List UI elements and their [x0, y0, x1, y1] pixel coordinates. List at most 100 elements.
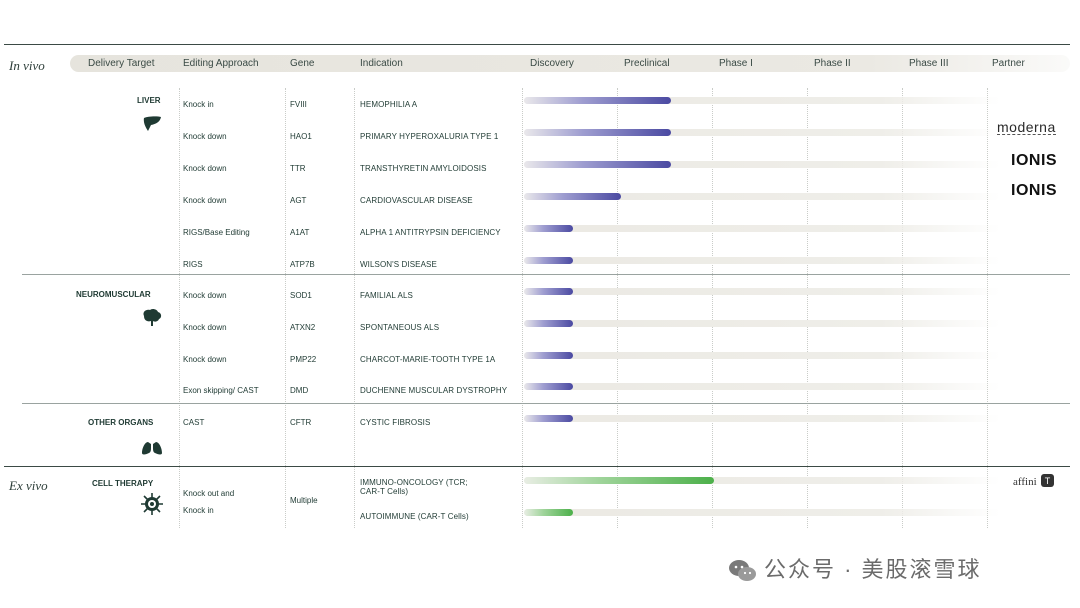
partner-logo-moderna: moderna [997, 119, 1056, 135]
row-gene: SOD1 [290, 291, 312, 300]
row-gene: CFTR [290, 418, 312, 427]
row-indication: DUCHENNE MUSCULAR DYSTROPHY [360, 386, 508, 395]
row-indication: HEMOPHILIA A [360, 100, 418, 109]
row-gene: DMD [290, 386, 309, 395]
header-stage-discovery: Discovery [530, 58, 574, 69]
row-indication: ALPHA 1 ANTITRYPSIN DEFICIENCY [360, 228, 501, 237]
divider-phase2 [807, 88, 808, 528]
header-delivery-target: Delivery Target [88, 58, 155, 69]
row-progress-bar [524, 97, 671, 104]
row-track [524, 257, 1000, 264]
divider-discovery [522, 88, 523, 528]
group-label-liver: LIVER [137, 96, 161, 105]
row-indication: SPONTANEOUS ALS [360, 323, 440, 332]
row-progress-bar [524, 509, 573, 516]
row-approach: Knock down [183, 323, 227, 332]
row-gene: FVIII [290, 100, 307, 109]
partner-logo-affini: affini T [1013, 472, 1055, 490]
row-indication: TRANSTHYRETIN AMYLOIDOSIS [360, 164, 487, 173]
cell-therapy-approach-line1: Knock out and [183, 489, 235, 498]
lungs-icon [141, 436, 163, 461]
row-track [524, 352, 1000, 359]
watermark-text: 公众号 · 美股滚雪球 [764, 557, 982, 582]
header-stage-phase3: Phase III [909, 58, 949, 69]
header-stage-phase1: Phase I [719, 58, 753, 69]
cell-therapy-gene: Multiple [290, 496, 318, 505]
partner-logo-affini-text: affini [1013, 476, 1037, 488]
group-label-neuromuscular: NEUROMUSCULAR [76, 290, 151, 299]
row-indication: IMMUNO-ONCOLOGY (TCR; [360, 478, 468, 487]
row-progress-bar [524, 225, 573, 232]
row-track [524, 129, 1000, 136]
liver-icon [142, 116, 162, 137]
row-approach: RIGS [183, 260, 203, 269]
row-track [524, 320, 1000, 327]
affini-t-icon: T [1041, 474, 1055, 488]
row-progress-bar [524, 477, 714, 484]
divider-partner [987, 88, 988, 528]
row-progress-bar [524, 161, 671, 168]
section-in-vivo: In vivo [9, 58, 45, 73]
cell-therapy-approach-line2: Knock in [183, 506, 214, 515]
row-indication-line2: CAR-T Cells) [360, 487, 409, 496]
divider-indication [354, 88, 355, 528]
row-track [524, 415, 1000, 422]
row-approach: Exon skipping/ CAST [183, 386, 259, 395]
row-progress-bar [524, 415, 573, 422]
row-track [524, 225, 1000, 232]
group-label-other-organs: OTHER ORGANS [88, 418, 154, 427]
row-progress-bar [524, 383, 573, 390]
header-indication: Indication [360, 58, 403, 69]
wechat-icon [729, 560, 756, 582]
row-track [524, 383, 1000, 390]
row-progress-bar [524, 129, 671, 136]
row-indication: WILSON'S DISEASE [360, 260, 437, 269]
row-gene: A1AT [290, 228, 310, 237]
row-progress-bar [524, 257, 573, 264]
row-indication: PRIMARY HYPEROXALURIA TYPE 1 [360, 132, 499, 141]
row-track [524, 161, 1000, 168]
row-approach: RIGS/Base Editing [183, 228, 250, 237]
row-indication: CARDIOVASCULAR DISEASE [360, 196, 473, 205]
divider-gene [285, 88, 286, 528]
header-stage-phase2: Phase II [814, 58, 851, 69]
divider-phase3 [902, 88, 903, 528]
row-track [524, 193, 1000, 200]
row-progress-bar [524, 193, 621, 200]
top-rule [4, 44, 1070, 45]
row-progress-bar [524, 320, 573, 327]
row-gene: HAO1 [290, 132, 312, 141]
row-track [524, 97, 1000, 104]
divider-approach [179, 88, 180, 528]
row-gene: AGT [290, 196, 307, 205]
partner-logo-ionis-agt: IONIS [1011, 182, 1058, 199]
group-rule-neuromuscular [22, 274, 1070, 275]
row-approach: Knock down [183, 355, 227, 364]
row-approach: Knock down [183, 132, 227, 141]
partner-logo-ionis-ttr: IONIS [1011, 152, 1058, 169]
divider-phase1 [712, 88, 713, 528]
row-indication: AUTOIMMUNE (CAR-T Cells) [360, 512, 469, 521]
header-partner: Partner [992, 58, 1025, 69]
row-indication: CHARCOT-MARIE-TOOTH TYPE 1A [360, 355, 496, 364]
row-progress-bar [524, 288, 573, 295]
group-rule-other-organs [22, 403, 1070, 404]
header-band [70, 55, 1070, 72]
row-indication: FAMILIAL ALS [360, 291, 413, 300]
brain-icon [141, 308, 163, 333]
header-gene: Gene [290, 58, 315, 69]
row-approach: Knock down [183, 291, 227, 300]
row-approach: Knock down [183, 196, 227, 205]
row-track [524, 477, 1000, 484]
row-gene: PMP22 [290, 355, 317, 364]
watermark: 公众号 · 美股滚雪球 [728, 552, 982, 584]
row-progress-bar [524, 352, 573, 359]
group-label-cell-therapy: CELL THERAPY [92, 479, 154, 488]
section-ex-vivo: Ex vivo [9, 478, 48, 493]
svg-text:T: T [1045, 476, 1051, 486]
divider-preclinical [617, 88, 618, 528]
header-editing-approach: Editing Approach [183, 58, 259, 69]
row-gene: ATP7B [290, 260, 315, 269]
row-track [524, 509, 1000, 516]
row-approach: CAST [183, 418, 205, 427]
